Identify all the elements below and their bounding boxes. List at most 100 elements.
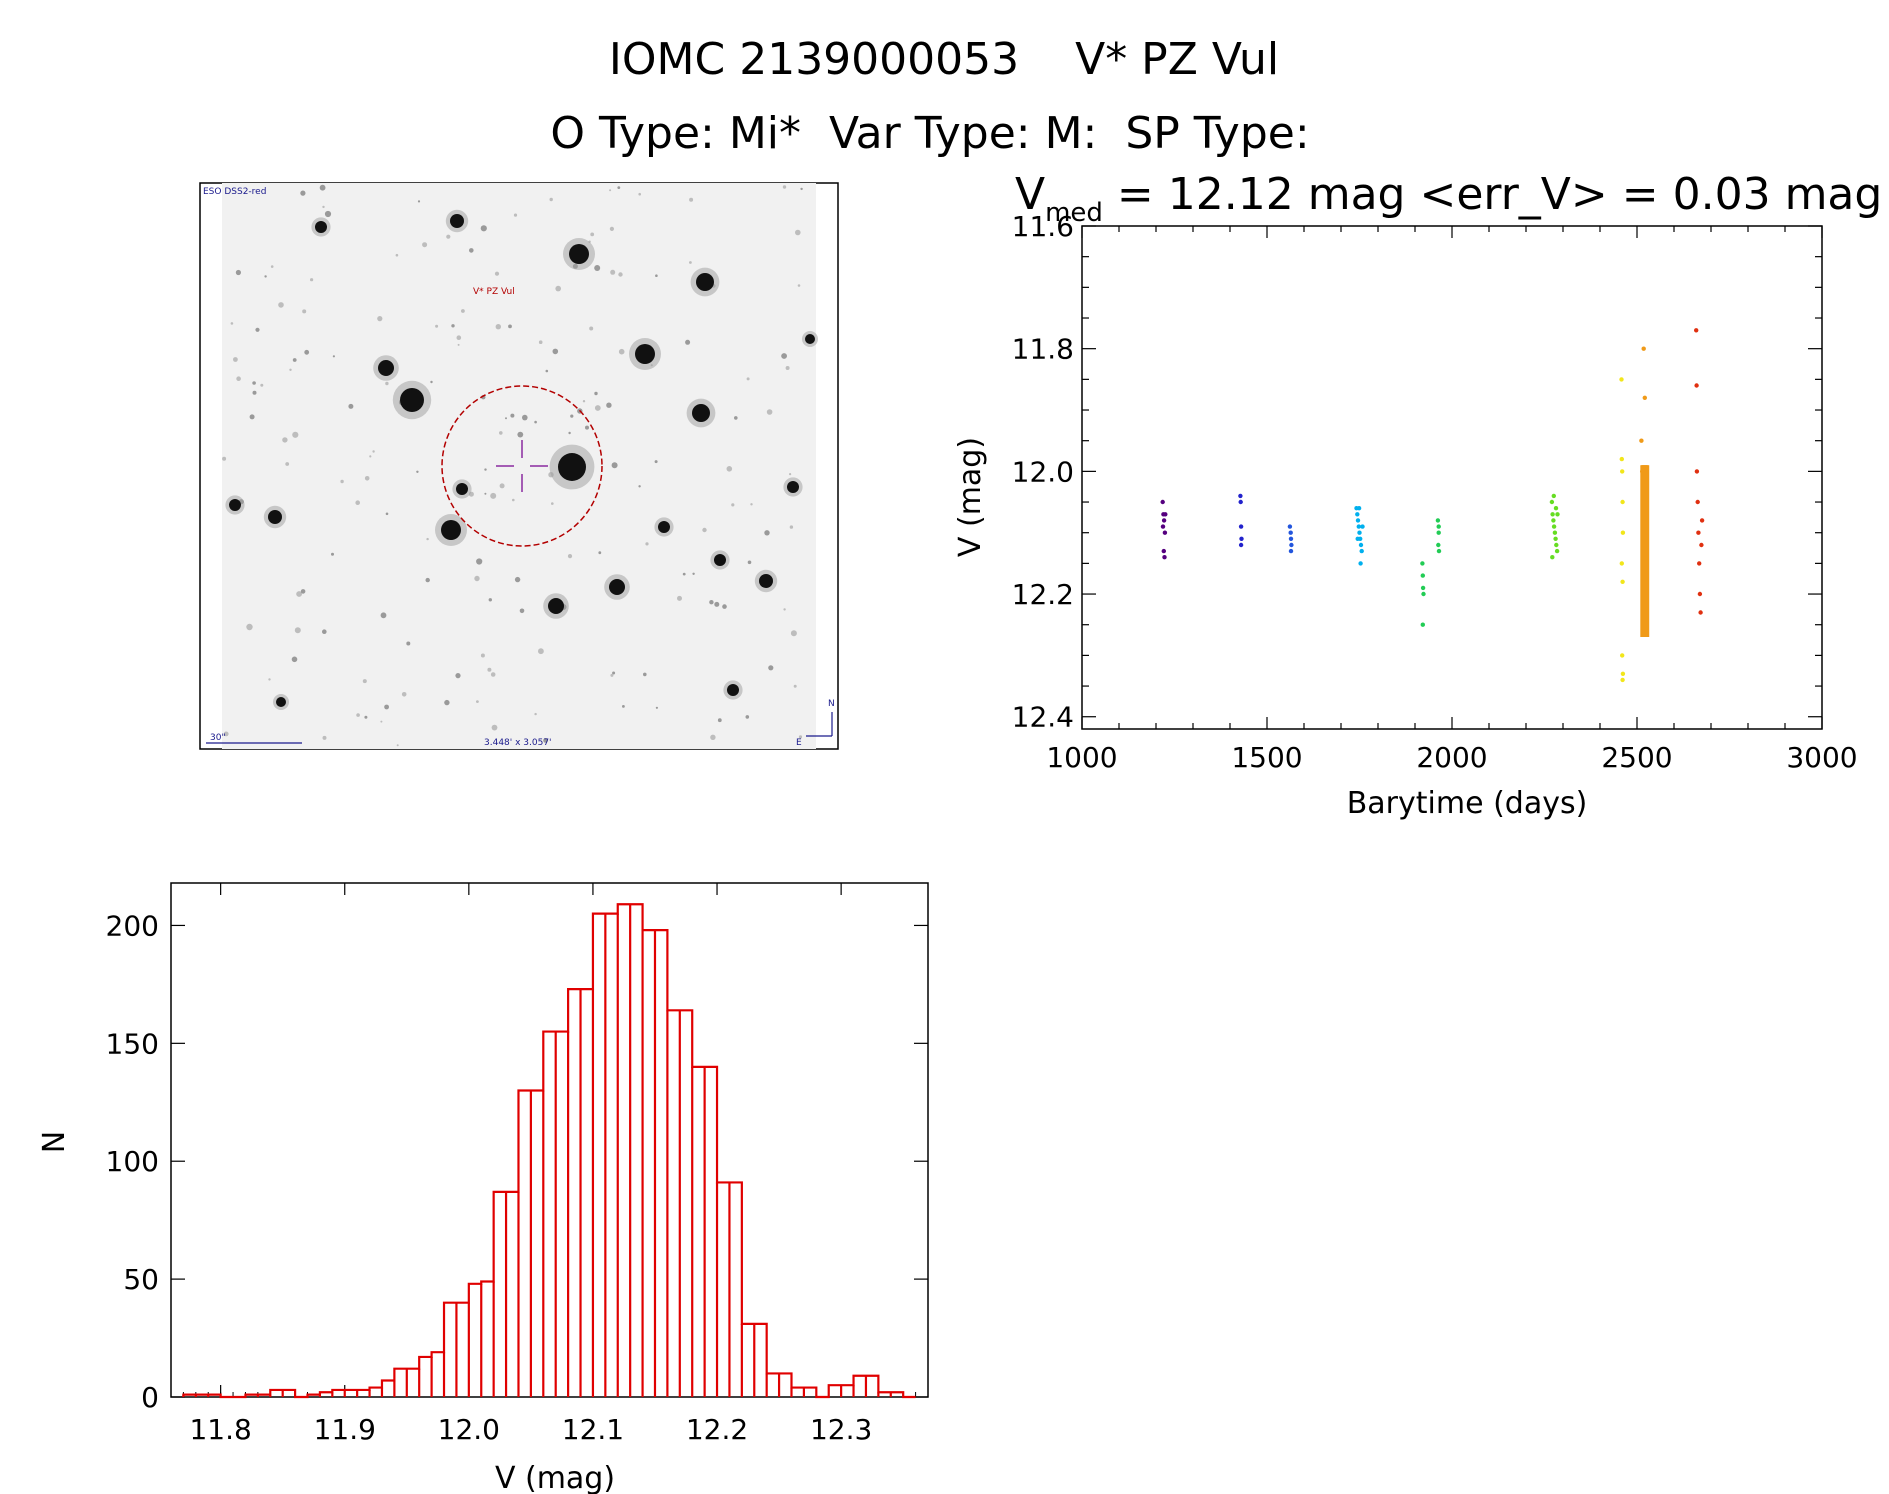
light-curve-chart: Vmed = 12.12 mag <err_V> = 0.03 mag 1000…	[953, 169, 1882, 821]
background-star	[490, 672, 496, 677]
data-point	[1642, 395, 1648, 400]
background-star	[622, 705, 625, 708]
fov-label: 3.448' x 3.057'	[484, 738, 552, 748]
background-star	[590, 232, 595, 237]
background-star	[643, 672, 647, 677]
bright-star	[441, 520, 461, 540]
background-star	[797, 284, 801, 287]
light-curve-title-v: V	[1015, 169, 1045, 220]
background-star	[480, 653, 485, 658]
background-star	[331, 552, 334, 556]
background-star	[514, 576, 521, 583]
x-tick-label: 11.8	[189, 1413, 251, 1446]
background-star	[689, 197, 694, 202]
background-star	[401, 692, 407, 697]
background-star	[487, 667, 492, 672]
light-curve-points	[1160, 328, 1705, 683]
survey-label: ESO DSS2-red	[203, 187, 266, 197]
background-star	[717, 718, 722, 723]
data-point	[1360, 524, 1365, 529]
background-star	[396, 744, 399, 747]
background-star	[319, 184, 326, 191]
bright-star	[450, 214, 464, 228]
background-star	[364, 715, 368, 719]
page-title: IOMC 2139000053 V* PZ Vul	[609, 34, 1279, 85]
target-crosshair-icon	[496, 440, 548, 492]
background-star	[480, 225, 487, 232]
background-star	[236, 376, 241, 382]
data-point	[1551, 493, 1557, 499]
background-star	[552, 348, 559, 355]
background-star	[594, 405, 601, 411]
data-point	[1358, 561, 1363, 566]
background-star	[416, 470, 419, 473]
background-star	[510, 413, 515, 418]
background-star	[545, 369, 549, 373]
background-star	[494, 271, 500, 276]
data-point	[1238, 542, 1244, 548]
background-star	[456, 335, 462, 341]
background-star	[768, 665, 774, 671]
background-star	[709, 600, 714, 605]
histogram-outline	[182, 903, 916, 1399]
background-star	[495, 324, 501, 330]
background-star	[469, 248, 474, 253]
data-point	[1620, 530, 1626, 535]
background-star	[292, 358, 297, 362]
bright-star	[400, 388, 424, 412]
background-star	[570, 414, 574, 418]
data-point	[1699, 518, 1705, 523]
data-point	[1161, 518, 1167, 523]
background-star	[233, 357, 238, 362]
background-star	[455, 673, 461, 679]
data-point	[1695, 499, 1700, 505]
background-star	[406, 641, 411, 646]
compass-icon	[806, 712, 833, 737]
bright-star	[759, 574, 773, 588]
x-tick-label: 12.3	[810, 1413, 872, 1446]
data-point	[1619, 561, 1625, 566]
y-tick-label: 12.0	[1012, 455, 1074, 488]
bright-star	[229, 499, 241, 511]
background-star	[249, 414, 255, 420]
background-star	[278, 302, 284, 308]
data-point	[1555, 512, 1560, 517]
data-point	[1238, 493, 1243, 499]
bright-star	[268, 510, 282, 524]
histogram-ylabel: N	[37, 1131, 72, 1153]
background-star	[484, 468, 487, 471]
y-tick-label: 11.6	[1012, 210, 1074, 243]
light-curve-title: Vmed = 12.12 mag <err_V> = 0.03 mag	[1015, 169, 1882, 228]
data-point	[1694, 383, 1699, 388]
bright-star	[548, 598, 564, 614]
data-point	[1163, 512, 1168, 517]
background-star	[324, 210, 332, 218]
light-curve-ylabel: V (mag)	[953, 437, 988, 557]
background-star	[750, 503, 753, 506]
data-point	[1620, 671, 1626, 676]
data-point	[1699, 542, 1704, 548]
bright-star	[658, 521, 670, 533]
data-point	[1436, 530, 1441, 535]
background-star	[310, 278, 314, 282]
data-point	[1160, 524, 1166, 529]
data-point	[1694, 469, 1700, 474]
bright-star	[714, 554, 726, 566]
background-star	[268, 678, 271, 681]
background-star	[380, 720, 383, 723]
data-point	[1554, 548, 1560, 554]
data-point	[1620, 579, 1625, 584]
background-star	[594, 265, 601, 271]
light-curve-title-rest: = 12.12 mag <err_V> = 0.03 mag	[1103, 169, 1882, 220]
background-star	[300, 589, 306, 594]
background-star	[499, 431, 503, 435]
background-star	[230, 322, 234, 325]
background-star	[764, 530, 770, 536]
x-tick-label: 1000	[1046, 741, 1117, 774]
background-star	[692, 572, 695, 575]
background-star	[291, 656, 298, 663]
background-star	[682, 572, 686, 576]
background-star	[484, 492, 487, 495]
background-star	[292, 431, 299, 438]
